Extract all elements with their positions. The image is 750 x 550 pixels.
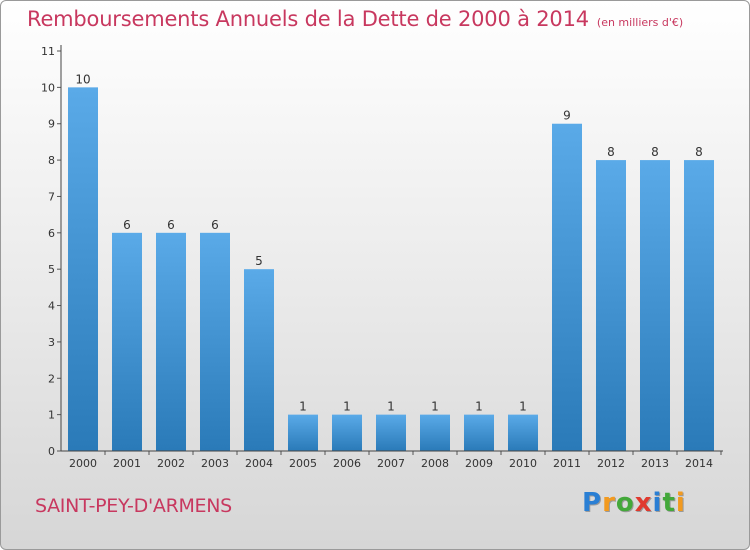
y-tick-11: 11 <box>41 45 55 58</box>
bar-2003 <box>200 232 230 451</box>
x-tick-2000: 2000 <box>69 457 97 470</box>
bar-2010 <box>508 414 538 451</box>
x-tick-2012: 2012 <box>597 457 625 470</box>
bar-2004 <box>244 269 274 451</box>
x-tick-2003: 2003 <box>201 457 229 470</box>
x-tick-2005: 2005 <box>289 457 317 470</box>
data-label-2007: 1 <box>387 400 395 414</box>
bar-2008 <box>420 414 450 451</box>
bar-2013 <box>640 160 670 451</box>
y-tick-2: 2 <box>48 372 55 385</box>
y-tick-7: 7 <box>48 190 55 203</box>
data-label-2009: 1 <box>475 400 483 414</box>
bar-2007 <box>376 414 406 451</box>
x-tick-2004: 2004 <box>245 457 273 470</box>
data-label-2001: 6 <box>123 218 131 232</box>
logo-letter: x <box>634 488 653 518</box>
y-tick-6: 6 <box>48 227 55 240</box>
bar-2006 <box>332 414 362 451</box>
bars-group: 10 6 6 6 5 1 1 1 1 1 1 9 8 8 8 <box>68 72 714 452</box>
bar-2012 <box>596 160 626 451</box>
axes-group: 2000 2001 2002 2003 2004 2005 2006 2007 2008 2009… <box>41 45 723 470</box>
data-label-2010: 1 <box>519 400 527 414</box>
x-tick-2013: 2013 <box>641 457 669 470</box>
data-label-2002: 6 <box>167 218 175 232</box>
y-tick-10: 10 <box>41 81 55 94</box>
data-label-2005: 1 <box>299 400 307 414</box>
y-tick-0: 0 <box>48 445 55 458</box>
logo-letter: r <box>602 488 616 518</box>
y-tick-1: 1 <box>48 409 55 422</box>
bar-2000 <box>68 87 98 451</box>
bar-2011 <box>552 123 582 452</box>
chart-title: Remboursements Annuels de la Dette de 20… <box>27 7 589 31</box>
chart-subtitle: (en milliers d'€) <box>596 16 684 29</box>
logo-letter: o <box>615 488 635 518</box>
data-label-2012: 8 <box>607 145 615 159</box>
data-label-2004: 5 <box>255 254 263 268</box>
bar-2009 <box>464 414 494 451</box>
bar-2002 <box>156 232 186 451</box>
logo-letter: i <box>675 488 686 518</box>
y-tick-4: 4 <box>48 300 55 313</box>
y-tick-8: 8 <box>48 154 55 167</box>
proxiti-logo: Proxiti <box>582 488 686 518</box>
x-tick-2002: 2002 <box>157 457 185 470</box>
x-tick-2011: 2011 <box>553 457 581 470</box>
title-row: Remboursements Annuels de la Dette de 20… <box>27 7 683 31</box>
x-tick-2007: 2007 <box>377 457 405 470</box>
x-tick-2010: 2010 <box>509 457 537 470</box>
y-tick-3: 3 <box>48 336 55 349</box>
bar-2005 <box>288 414 318 451</box>
data-label-2014: 8 <box>695 145 703 159</box>
bar-2014 <box>684 160 714 451</box>
x-tick-2009: 2009 <box>465 457 493 470</box>
data-label-2006: 1 <box>343 400 351 414</box>
logo-letter: t <box>662 488 676 518</box>
data-label-2000: 10 <box>75 72 90 86</box>
x-tick-2008: 2008 <box>421 457 449 470</box>
y-tick-5: 5 <box>48 263 55 276</box>
data-label-2011: 9 <box>563 109 571 123</box>
data-label-2013: 8 <box>651 145 659 159</box>
x-tick-2006: 2006 <box>333 457 361 470</box>
y-tick-9: 9 <box>48 118 55 131</box>
logo-letter: P <box>582 488 603 518</box>
commune-name: SAINT-PEY-D'ARMENS <box>35 495 232 517</box>
bar-2001 <box>112 232 142 451</box>
data-label-2008: 1 <box>431 400 439 414</box>
logo-letter: i <box>652 488 663 518</box>
x-tick-2001: 2001 <box>113 457 141 470</box>
x-tick-2014: 2014 <box>685 457 713 470</box>
data-label-2003: 6 <box>211 218 219 232</box>
